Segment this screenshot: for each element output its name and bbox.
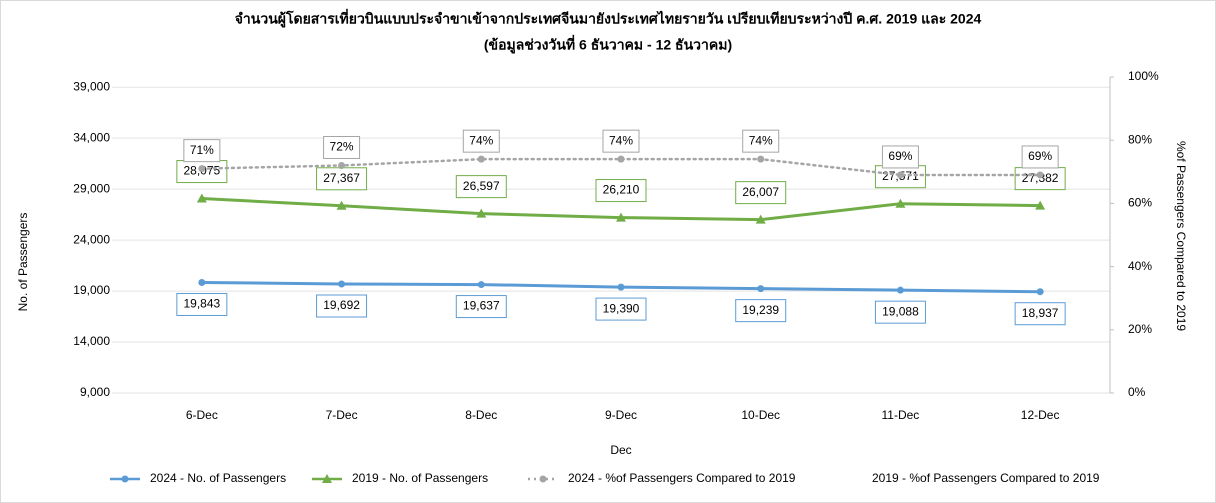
label-box [1021,145,1059,169]
data-point [1036,288,1044,296]
legend-label: 2024 - %of Passengers Compared to 2019 [568,471,796,485]
y-tick-label: 39,000 [73,79,110,93]
data-point [1036,171,1044,179]
data-point [476,208,487,218]
chart-subtitle: (ข้อมูลช่วงวันที่ 6 ธันวาคม - 12 ธันวาคม… [484,35,732,54]
data-label: 74% [609,133,633,147]
y-tick-label: 24,000 [73,232,110,246]
data-label: 19,843 [184,297,221,311]
x-axis-label: Dec [610,443,631,457]
data-point [338,280,346,288]
data-label: 69% [888,149,912,163]
legend-marker [539,475,547,483]
label-box [1014,302,1066,326]
y2-tick-label: 40% [1128,259,1152,273]
data-label: 26,210 [603,183,640,197]
data-point [895,198,906,208]
label-box [316,294,368,318]
data-point [477,155,485,163]
y2-tick-label: 80% [1128,132,1152,146]
legend-marker [121,475,129,483]
data-label: 27,367 [323,171,360,185]
x-tick-label: 12-Dec [1021,408,1060,422]
data-label: 72% [330,140,354,154]
data-label: 74% [749,133,773,147]
y-tick-label: 9,000 [80,385,110,399]
data-point [336,200,347,210]
label-box [735,299,787,323]
y-tick-label: 34,000 [73,130,110,144]
data-point [757,155,765,163]
data-point [198,165,206,173]
data-point [617,155,625,163]
data-label: 19,088 [882,304,919,318]
y2-tick-label: 100% [1128,69,1159,83]
y-tick-label: 19,000 [73,283,110,297]
data-label: 19,390 [603,301,640,315]
x-tick-label: 9-Dec [605,408,637,422]
data-label: 19,239 [742,303,779,317]
data-label: 19,692 [323,298,360,312]
data-point [755,214,766,224]
label-box [183,139,221,163]
data-label: 18,937 [1022,306,1059,320]
data-point [1035,200,1046,210]
data-label: 26,007 [742,185,779,199]
y2-tick-label: 60% [1128,196,1152,210]
data-point [617,283,625,291]
label-box [455,295,507,319]
label-box [602,129,640,153]
x-tick-label: 6-Dec [186,408,218,422]
label-box [176,292,228,316]
y-axis-label: No. of Passengers [16,213,30,312]
data-point [477,281,485,289]
chart-title: จำนวนผู้โดยสารเที่ยวบินแบบประจำขาเข้าจาก… [235,9,982,28]
data-point [196,193,207,203]
data-point [896,171,904,179]
label-box [323,135,361,159]
legend-label: 2019 - No. of Passengers [352,471,488,485]
label-box [455,175,507,199]
data-label: 26,597 [463,179,500,193]
data-point [616,212,626,222]
label-box [742,129,780,153]
data-point [198,278,206,286]
label-box [874,300,926,324]
data-label: 69% [1028,149,1052,163]
data-label: 71% [190,143,214,157]
y-tick-label: 29,000 [73,181,110,195]
data-label: 74% [469,133,493,147]
x-tick-label: 8-Dec [465,408,497,422]
y2-tick-label: 0% [1128,385,1146,399]
label-box [595,179,647,203]
data-point [896,286,904,294]
label-box [881,145,919,169]
legend-label: 2019 - %of Passengers Compared to 2019 [872,471,1100,485]
y-tick-label: 14,000 [73,334,110,348]
x-tick-label: 7-Dec [326,408,358,422]
y2-tick-label: 20% [1128,322,1152,336]
y2-axis-label: %of Passengers Compared to 2019 [1174,141,1188,331]
data-label: 19,637 [463,299,500,313]
legend-label: 2024 - No. of Passengers [150,471,286,485]
x-tick-label: 11-Dec [882,408,920,422]
data-point [338,161,346,169]
label-box [595,297,647,321]
data-point [757,285,765,293]
label-box [735,181,787,205]
label-box [462,129,500,153]
legend-marker [322,474,332,483]
x-tick-label: 10-Dec [741,408,780,422]
